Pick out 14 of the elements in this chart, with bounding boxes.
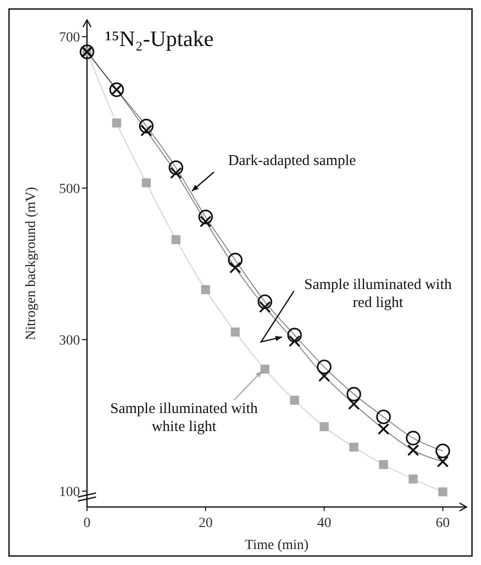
series-label: Sample illuminated with red light — [304, 277, 452, 311]
x-tick-label: 60 — [436, 516, 450, 531]
x-tick-label: 40 — [317, 516, 332, 531]
y-tick-label: 300 — [59, 334, 80, 349]
y-tick-label: 500 — [59, 182, 80, 198]
y-axis-title: Nitrogen background (mV) — [24, 186, 39, 340]
chart-title: ¹⁵N₂-Uptake — [105, 26, 214, 51]
text: Dark-adapted sample — [228, 153, 356, 169]
x-tick-label: 20 — [198, 516, 213, 531]
x-tick-label: 0 — [84, 516, 90, 531]
y-tick-label: 100 — [59, 484, 80, 500]
x-axis-title: Time (min) — [244, 538, 309, 553]
y-tick-label: 700 — [59, 30, 80, 46]
legend-label: Sample illuminated with white light — [110, 401, 258, 435]
